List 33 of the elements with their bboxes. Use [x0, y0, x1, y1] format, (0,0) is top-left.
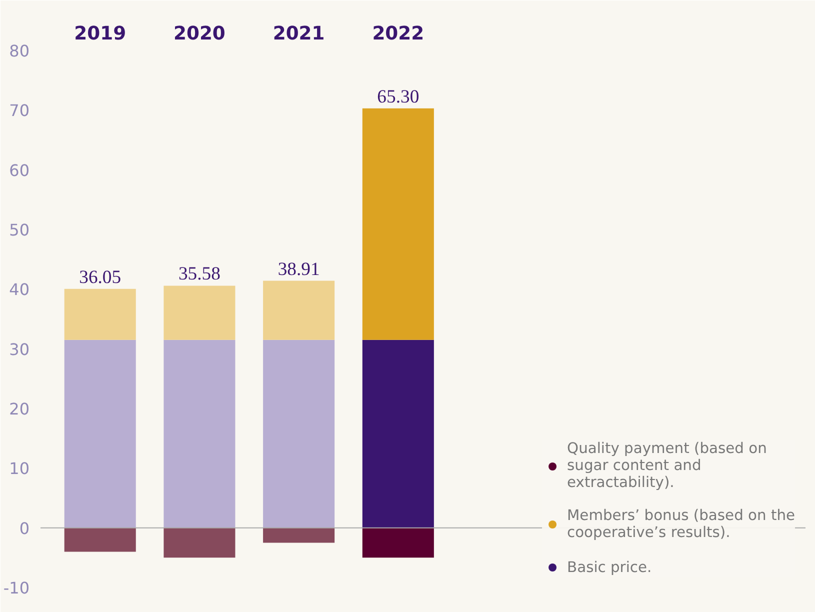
total-label: 38.91 [278, 258, 320, 280]
x-tick-label: 2021 [272, 24, 325, 44]
bar [164, 286, 236, 340]
legend-label: Quality payment (based on sugar content and extractability). [567, 440, 767, 491]
y-tick-label: 60 [9, 160, 30, 180]
x-tick-label: 2022 [372, 24, 424, 44]
y-tick-label: 10 [9, 459, 30, 478]
bar [64, 340, 136, 528]
total-label: 35.58 [178, 264, 220, 285]
bar [164, 340, 236, 528]
bar [263, 340, 335, 528]
y-tick-label: 70 [9, 101, 30, 120]
y-tick-label: 40 [9, 280, 30, 300]
bar [362, 108, 434, 340]
y-tick-label: 50 [9, 220, 30, 240]
y-tick-label: 20 [9, 400, 30, 418]
bar [64, 528, 136, 552]
total-label: 65.30 [377, 86, 420, 108]
legend-label: Basic price. [567, 558, 652, 576]
y-tick-label: 0 [19, 518, 30, 538]
y-tick-label: 80 [9, 42, 30, 60]
bar [263, 528, 335, 543]
bar [362, 340, 434, 528]
x-tick-label: 2020 [174, 24, 226, 44]
bar [64, 288, 136, 340]
bar [164, 528, 236, 558]
total-label: 36.05 [79, 266, 122, 288]
y-tick-label: -10 [3, 578, 30, 598]
bar [362, 528, 434, 558]
x-tick-label: 2019 [74, 24, 126, 44]
legend-label: Members’ bonus (based on the cooperative’s results). [567, 507, 795, 541]
y-tick-label: 30 [9, 340, 30, 359]
bar [263, 280, 335, 340]
